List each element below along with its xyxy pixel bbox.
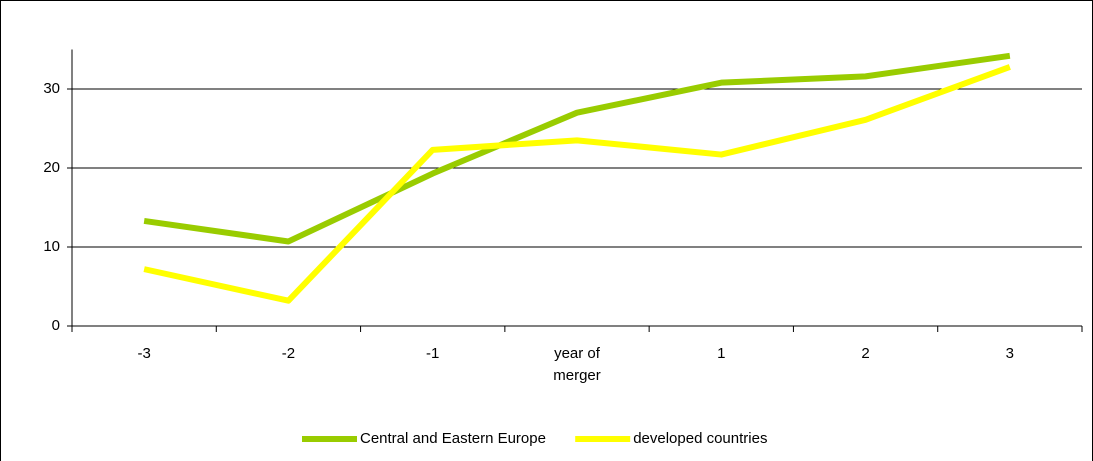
x-tick-label: 2	[861, 345, 870, 362]
x-tick-label: -3	[137, 345, 151, 362]
x-tick-label: -2	[281, 345, 296, 362]
legend-label: developed countries	[633, 430, 767, 447]
x-tick-label: 3	[1005, 345, 1015, 362]
series-line	[143, 52, 1011, 245]
legend-label: Central and Eastern Europe	[360, 430, 546, 447]
y-tick-label: 30	[43, 80, 60, 97]
y-tick-label: 10	[43, 238, 60, 255]
x-tick-label: -1	[426, 345, 440, 362]
y-tick-label: 0	[52, 317, 60, 334]
series-line	[143, 64, 1011, 304]
y-tick-label: 20	[43, 159, 60, 176]
x-tick-label: 1	[717, 345, 726, 362]
x-tick-label: year of merger	[553, 345, 601, 384]
